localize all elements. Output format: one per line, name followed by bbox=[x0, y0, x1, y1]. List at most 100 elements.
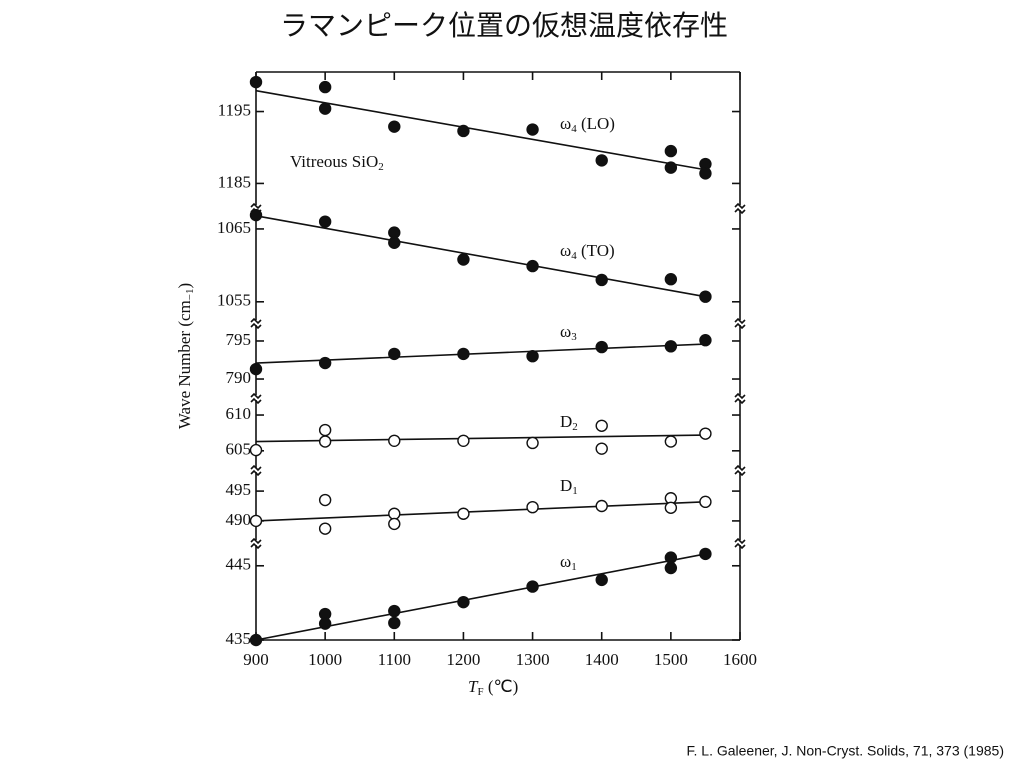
plot-note-part: Vitreous SiO bbox=[290, 152, 378, 171]
series-label-part: (LO) bbox=[577, 114, 615, 133]
x-axis-label-part: T bbox=[468, 677, 479, 696]
data-point bbox=[318, 617, 332, 630]
series-label-part: 1 bbox=[572, 485, 578, 497]
x-tick-label: 1500 bbox=[654, 650, 688, 669]
data-point bbox=[699, 427, 712, 440]
data-point bbox=[664, 340, 678, 353]
y-tick-label: 1195 bbox=[218, 100, 251, 119]
data-point bbox=[388, 507, 401, 520]
y-axis-label-part: ) bbox=[175, 283, 194, 289]
y-axis-label-part: −1 bbox=[184, 289, 196, 301]
plot-note-part: 2 bbox=[378, 161, 384, 173]
fit-line bbox=[255, 343, 706, 364]
data-point bbox=[318, 215, 332, 228]
data-point bbox=[699, 290, 712, 303]
x-tick-label: 1600 bbox=[723, 650, 757, 669]
series-label: ω4 (TO) bbox=[560, 241, 615, 262]
series-label-part: 4 bbox=[571, 250, 577, 262]
series-label-part: 4 bbox=[571, 123, 577, 135]
data-point bbox=[595, 340, 608, 354]
data-point bbox=[318, 522, 332, 535]
series-label: ω1 bbox=[560, 552, 577, 573]
data-point bbox=[457, 434, 470, 447]
data-point bbox=[664, 144, 678, 158]
data-point bbox=[457, 124, 470, 138]
series-label-part: ω bbox=[560, 552, 571, 571]
data-point bbox=[249, 362, 263, 376]
data-point bbox=[699, 167, 712, 180]
data-point bbox=[526, 259, 539, 273]
fit-line bbox=[255, 215, 706, 298]
y-tick-label: 495 bbox=[226, 480, 252, 499]
series-label-part: D bbox=[560, 412, 572, 431]
axis-break bbox=[250, 537, 262, 550]
data-point bbox=[526, 123, 539, 136]
series-label-part: 2 bbox=[572, 421, 578, 433]
data-point bbox=[318, 102, 332, 115]
plot-note: Vitreous SiO2 bbox=[290, 152, 384, 173]
x-tick-label: 900 bbox=[243, 650, 269, 669]
axis-break bbox=[250, 392, 262, 405]
data-point bbox=[664, 435, 678, 448]
data-point bbox=[318, 435, 332, 448]
fit-line bbox=[255, 89, 706, 171]
data-point bbox=[388, 347, 401, 361]
series-label-part: 3 bbox=[571, 331, 577, 343]
series-label-part: (TO) bbox=[577, 241, 615, 260]
axis-break bbox=[734, 537, 746, 550]
axis-break bbox=[734, 464, 746, 477]
data-point bbox=[595, 154, 608, 167]
data-point bbox=[699, 547, 712, 561]
data-point bbox=[664, 561, 678, 575]
data-point bbox=[318, 80, 332, 94]
slide-title: ラマンピーク位置の仮想温度依存性 bbox=[280, 9, 728, 42]
axis-break bbox=[250, 464, 262, 477]
series-label: ω4 (LO) bbox=[560, 114, 615, 135]
x-axis-label: TF (℃) bbox=[468, 677, 518, 698]
data-point bbox=[595, 442, 608, 455]
data-point bbox=[457, 595, 470, 609]
x-tick-label: 1100 bbox=[378, 650, 411, 669]
data-point bbox=[664, 161, 678, 174]
data-point bbox=[318, 356, 332, 370]
data-point bbox=[318, 493, 332, 507]
citation: F. L. Galeener, J. Non-Cryst. Solids, 71… bbox=[687, 743, 1005, 759]
x-axis-label-part: F bbox=[477, 686, 483, 698]
y-axis-label: Wave Number (cm−1) bbox=[175, 283, 196, 429]
data-point bbox=[388, 434, 401, 447]
data-point bbox=[595, 273, 608, 287]
data-point bbox=[249, 633, 263, 647]
series-label: D2 bbox=[560, 412, 578, 433]
data-point bbox=[388, 226, 401, 239]
data-point bbox=[699, 495, 712, 509]
x-tick-label: 1200 bbox=[446, 650, 480, 669]
data-point bbox=[699, 334, 712, 347]
y-tick-label: 1185 bbox=[218, 172, 251, 191]
data-point bbox=[664, 501, 678, 514]
data-point bbox=[595, 573, 608, 587]
data-point bbox=[249, 208, 263, 222]
x-tick-label: 1400 bbox=[585, 650, 619, 669]
data-point bbox=[388, 604, 401, 618]
data-point bbox=[526, 349, 539, 363]
series-label-part: D bbox=[560, 476, 572, 495]
data-point bbox=[249, 514, 263, 528]
axis-break bbox=[734, 392, 746, 405]
y-tick-label: 610 bbox=[226, 404, 252, 423]
data-point bbox=[457, 347, 470, 361]
y-tick-label: 790 bbox=[226, 368, 252, 387]
data-point bbox=[595, 499, 608, 513]
data-point bbox=[388, 517, 401, 531]
y-tick-label: 490 bbox=[226, 510, 252, 529]
x-axis-label-part: (℃) bbox=[484, 677, 519, 696]
y-tick-label: 435 bbox=[226, 629, 252, 648]
data-point bbox=[388, 616, 401, 630]
axis-break bbox=[734, 317, 746, 330]
data-point bbox=[664, 551, 678, 564]
y-tick-label: 605 bbox=[226, 440, 252, 459]
x-tick-label: 1300 bbox=[516, 650, 550, 669]
data-point bbox=[526, 500, 539, 514]
series-label-part: ω bbox=[560, 114, 571, 133]
data-point bbox=[526, 580, 539, 593]
